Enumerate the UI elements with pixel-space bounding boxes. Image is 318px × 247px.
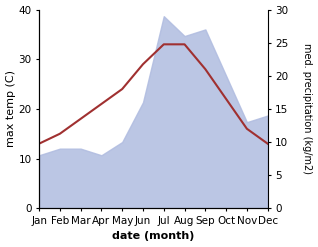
Y-axis label: max temp (C): max temp (C): [5, 70, 16, 147]
Y-axis label: med. precipitation (kg/m2): med. precipitation (kg/m2): [302, 43, 313, 174]
X-axis label: date (month): date (month): [112, 231, 195, 242]
